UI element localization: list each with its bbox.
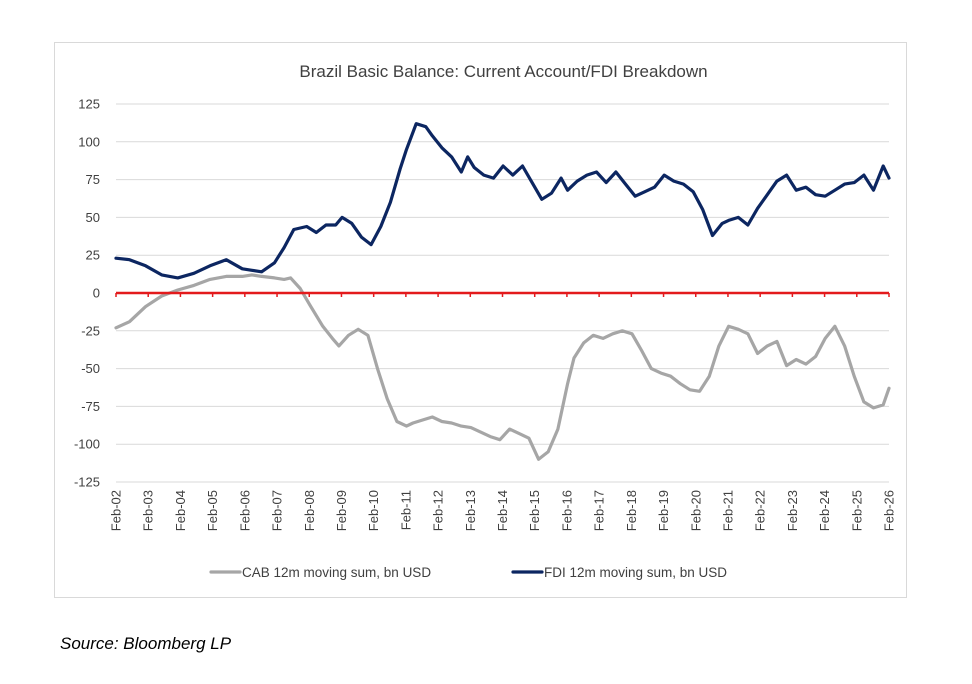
y-tick-label: -25 — [81, 323, 100, 338]
y-tick-label: 25 — [86, 248, 100, 263]
legend-cab-label: CAB 12m moving sum, bn USD — [242, 565, 431, 580]
x-tick-label: Feb-03 — [141, 490, 156, 531]
chart: Brazil Basic Balance: Current Account/FD… — [74, 62, 897, 580]
gridlines — [116, 103, 889, 483]
x-tick-label: Feb-26 — [882, 490, 897, 531]
y-tick-label: -100 — [74, 437, 100, 452]
source-note: Source: Bloomberg LP — [60, 634, 232, 653]
y-tick-label: -75 — [81, 399, 100, 414]
chart-frame: Brazil Basic Balance: Current Account/FD… — [54, 42, 907, 598]
x-tick-label: Feb-14 — [495, 490, 510, 531]
x-tick-label: Feb-08 — [302, 490, 317, 531]
x-tick-label: Feb-18 — [624, 490, 639, 531]
y-axis-ticks: 125 100 75 50 25 0 -25 -50 -75 -100 -125 — [74, 97, 100, 490]
x-tick-label: Feb-07 — [270, 490, 285, 531]
y-tick-label: 100 — [78, 134, 100, 149]
x-tick-label: Feb-02 — [109, 490, 124, 531]
x-tick-label: Feb-15 — [527, 490, 542, 531]
x-tick-label: Feb-25 — [849, 490, 864, 531]
cab-series-line — [114, 273, 891, 461]
y-tick-label: -50 — [81, 361, 100, 376]
x-tick-label: Feb-21 — [720, 490, 735, 531]
x-tick-label: Feb-05 — [205, 490, 220, 531]
x-tick-label: Feb-11 — [398, 490, 413, 530]
x-tick-label: Feb-17 — [592, 490, 607, 531]
x-tick-label: Feb-09 — [334, 490, 349, 531]
x-tick-label: Feb-20 — [688, 490, 703, 531]
x-tick-label: Feb-06 — [237, 490, 252, 531]
x-axis-ticks: Feb-02 Feb-03 Feb-04 Feb-05 Feb-06 Feb-07 Feb-… — [109, 293, 897, 531]
x-tick-label: Feb-04 — [173, 490, 188, 531]
x-tick-label: Feb-22 — [753, 490, 768, 531]
y-tick-label: 50 — [86, 210, 100, 225]
x-tick-label: Feb-24 — [817, 490, 832, 531]
y-tick-label: -125 — [74, 475, 100, 490]
y-tick-label: 0 — [93, 286, 100, 301]
legend: CAB 12m moving sum, bn USD FDI 12m moving… — [209, 565, 727, 580]
x-tick-label: Feb-10 — [366, 490, 381, 531]
fdi-series-line — [114, 122, 891, 280]
legend-fdi-label: FDI 12m moving sum, bn USD — [544, 565, 727, 580]
x-tick-label: Feb-16 — [559, 490, 574, 531]
chart-title: Brazil Basic Balance: Current Account/FD… — [299, 62, 707, 81]
x-tick-label: Feb-12 — [431, 490, 446, 531]
y-tick-label: 75 — [86, 172, 100, 187]
x-tick-label: Feb-19 — [656, 490, 671, 531]
y-tick-label: 125 — [78, 97, 100, 112]
series-lines — [114, 122, 891, 461]
x-tick-label: Feb-13 — [463, 490, 478, 531]
x-tick-label: Feb-23 — [785, 490, 800, 531]
